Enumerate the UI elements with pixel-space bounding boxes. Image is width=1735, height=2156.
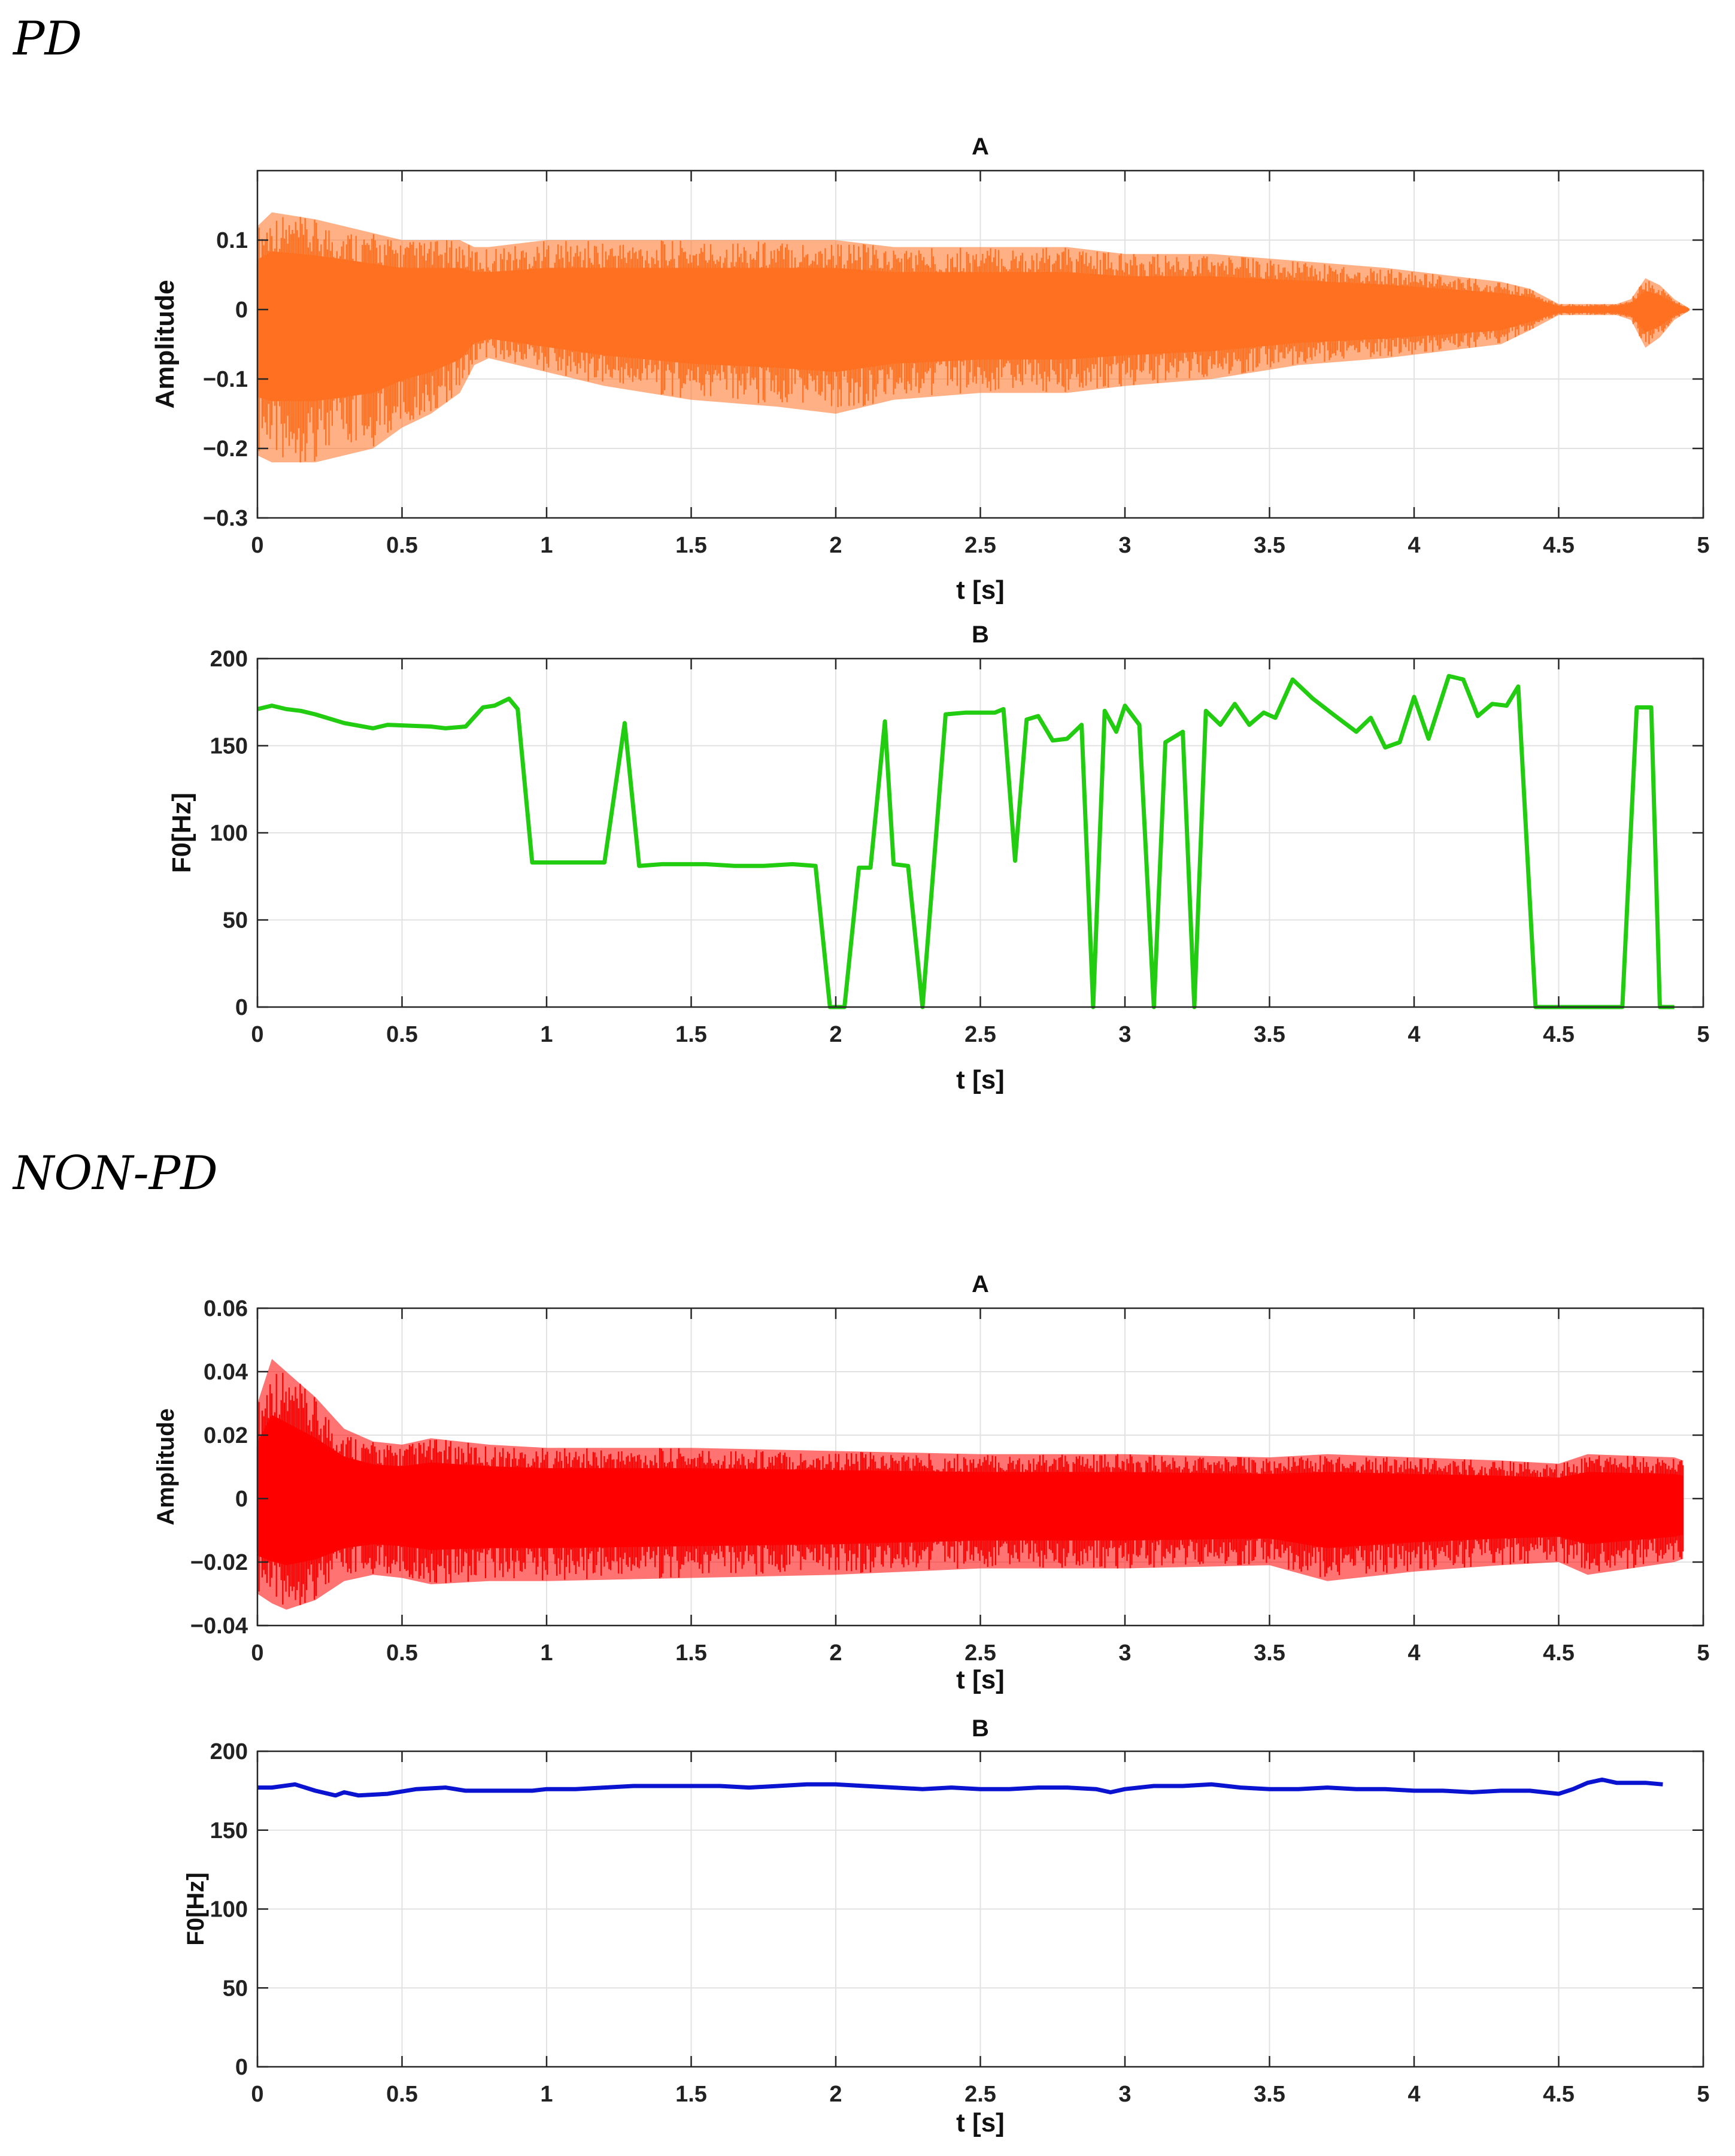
x-tick-label: 2.5 [964,1022,996,1047]
chart-title: B [972,1715,989,1742]
x-tick-label: 3 [1118,1640,1131,1666]
x-tick-label: 5 [1697,1022,1709,1047]
x-tick-label: 0.5 [386,1022,418,1047]
x-tick-label: 0 [251,1640,263,1666]
x-tick-label: 4.5 [1543,1640,1575,1666]
x-tick-label: 3.5 [1254,1022,1285,1047]
x-tick-label: 1.5 [675,1022,707,1047]
y-tick-label: 50 [223,908,248,933]
chart-title: A [972,1271,989,1297]
x-tick-label: 3.5 [1254,2082,1285,2107]
x-tick-label: 3.5 [1254,533,1285,558]
y-tick-label: 150 [210,734,248,759]
y-tick-label: 0 [235,298,248,323]
x-tick-label: 4 [1408,1022,1420,1047]
x-tick-label: 0.5 [386,533,418,558]
x-tick-label: 3.5 [1254,1640,1285,1666]
x-tick-label: 1 [540,533,553,558]
y-tick-label: 0 [235,995,248,1020]
x-tick-label: 5 [1697,533,1709,558]
x-tick-label: 2 [829,1640,842,1666]
y-axis-label: F0[Hz] [167,793,196,873]
chart-pd_amplitude: 0 0.5 1 1.5 2 2.5 3 3.5 4 4.5 5 −0.3 −0.2 −0.1 0 0.1 At … [150,134,1710,605]
x-axis-label: t [s] [956,1665,1005,1694]
y-tick-label: 0 [235,1487,248,1512]
waveform-core [257,251,1689,402]
x-tick-label: 4 [1408,2082,1420,2107]
x-tick-label: 5 [1697,2082,1709,2107]
waveform-core [257,1415,1684,1566]
y-tick-label: 0.02 [204,1423,248,1448]
x-tick-label: 1 [540,1640,553,1666]
y-tick-label: −0.02 [190,1550,248,1575]
x-tick-label: 2 [829,1022,842,1047]
x-tick-label: 0.5 [386,1640,418,1666]
y-axis-label: F0[Hz] [183,1872,209,1945]
y-tick-label: 200 [210,1739,248,1764]
chart-nonpd_amplitude: 0 0.5 1 1.5 2 2.5 3 3.5 4 4.5 5 −0.04 −0.02 0 0.02 0.04… [153,1271,1710,1694]
y-tick-label: 0.04 [204,1360,248,1385]
y-tick-label: −0.04 [190,1614,248,1639]
y-tick-label: 0.1 [216,228,248,253]
x-tick-label: 4.5 [1543,1022,1575,1047]
y-tick-label: 200 [210,647,248,672]
y-tick-label: −0.2 [203,436,248,462]
x-axis-label: t [s] [956,1065,1005,1094]
x-tick-label: 1.5 [675,533,707,558]
x-tick-label: 2.5 [964,2082,996,2107]
x-tick-label: 2.5 [964,1640,996,1666]
x-tick-label: 0 [251,533,263,558]
x-tick-label: 1 [540,1022,553,1047]
y-tick-label: 50 [223,1976,248,2001]
y-tick-label: 100 [210,1897,248,1922]
y-tick-label: 0.06 [204,1296,248,1321]
x-tick-label: 0 [251,2082,263,2107]
f0-line [257,1777,1663,1798]
x-tick-label: 2.5 [964,533,996,558]
x-tick-label: 5 [1697,1640,1709,1666]
x-tick-label: 3 [1118,1022,1131,1047]
y-tick-label: −0.3 [203,506,248,531]
chart-title: A [972,134,989,160]
x-tick-label: 4 [1408,533,1420,558]
x-tick-label: 3 [1118,2082,1131,2107]
x-tick-label: 4 [1408,1640,1420,1666]
x-tick-label: 1 [540,2082,553,2107]
x-tick-label: 2 [829,533,842,558]
x-tick-label: 3 [1118,533,1131,558]
y-tick-label: 150 [210,1818,248,1843]
x-tick-label: 4.5 [1543,2082,1575,2107]
x-tick-label: 1.5 [675,1640,707,1666]
pd-section-title: PD [13,12,83,66]
nonpd-section-title: NON-PD [13,1147,218,1200]
chart-title: B [972,621,989,648]
y-tick-label: 100 [210,821,248,846]
x-axis-label: t [s] [956,2108,1005,2137]
x-axis-label: t [s] [956,575,1005,605]
y-axis-label: Amplitude [150,280,180,408]
y-axis-label: Amplitude [153,1408,179,1526]
x-tick-label: 0 [251,1022,263,1047]
x-tick-label: 2 [829,2082,842,2107]
y-tick-label: 0 [235,2055,248,2080]
x-tick-label: 0.5 [386,2082,418,2107]
x-tick-label: 4.5 [1543,533,1575,558]
x-tick-label: 1.5 [675,2082,707,2107]
y-tick-label: −0.1 [203,367,248,392]
